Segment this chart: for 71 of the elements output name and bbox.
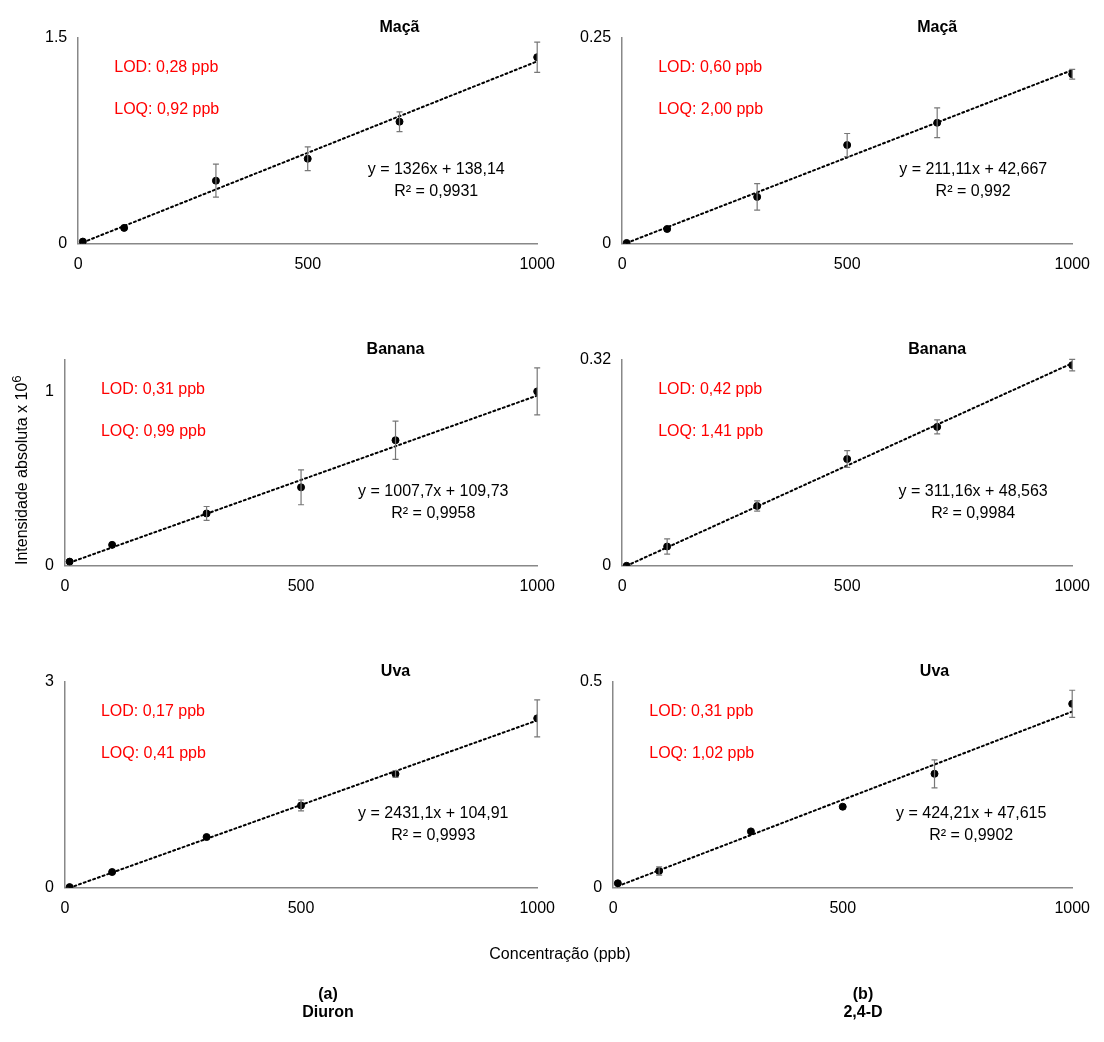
annotation: R² = 0,9902: [929, 825, 1014, 843]
point: [613, 879, 622, 888]
y-tick-label: 0.32: [580, 350, 612, 368]
y-tick-label: 3: [44, 672, 54, 690]
text: 2,4-D: [842, 1003, 884, 1021]
point: [108, 540, 117, 549]
point: [120, 223, 129, 232]
annotation: LOD: 0,17 ppb: [100, 702, 206, 720]
x-tick-label: 1000: [1054, 576, 1091, 594]
x-tick-label: 0: [617, 254, 627, 272]
y-tick-label: 0: [44, 878, 54, 896]
y-tick-label: 1.5: [44, 28, 68, 46]
annotation: LOD: 0,31 ppb: [649, 702, 754, 720]
annotation: LOD: 0,28 ppb: [114, 58, 219, 76]
y-tick-label: 0: [44, 556, 54, 574]
point: [78, 237, 87, 244]
x-tick-label: 1000: [519, 898, 556, 916]
x-tick-label: 0: [73, 254, 83, 272]
text: (a): [317, 985, 339, 1003]
annotation: R² = 0,9984: [931, 503, 1016, 521]
chart-title: Uva: [919, 662, 950, 680]
x-tick-label: 500: [294, 254, 322, 272]
x-tick-label: 500: [287, 576, 315, 594]
x-tick-label: 500: [287, 898, 315, 916]
point: [65, 557, 74, 566]
point: [838, 802, 847, 811]
chart-title: Banana: [366, 340, 425, 358]
chart-title: Uva: [380, 662, 411, 680]
annotation: R² = 0,9931: [394, 181, 479, 199]
x-tick-label: 1000: [519, 576, 556, 594]
text: (b): [851, 985, 875, 1003]
y-tick-label: 0.25: [580, 28, 612, 46]
annotation: LOD: 0,60 ppb: [658, 58, 763, 76]
annotation: LOQ: 0,92 ppb: [114, 100, 220, 118]
x-tick-label: 1000: [1054, 254, 1091, 272]
x-tick-label: 500: [833, 254, 861, 272]
annotation: y = 2431,1x + 104,91: [358, 803, 509, 821]
annotation: LOQ: 0,41 ppb: [100, 744, 206, 762]
annotation: LOD: 0,42 ppb: [658, 380, 763, 398]
chart-title: Maçã: [917, 18, 958, 36]
point: [202, 833, 211, 842]
point: [663, 224, 672, 233]
y-tick-label: 0.5: [579, 672, 603, 690]
annotation: y = 311,16x + 48,563: [898, 481, 1048, 499]
y-tick-label: 0: [602, 556, 612, 574]
x-tick-label: 500: [833, 576, 861, 594]
annotation: y = 1326x + 138,14: [367, 159, 505, 177]
x-axis-title: Concentração (ppb): [488, 945, 632, 963]
annotation: LOQ: 1,41 ppb: [658, 422, 764, 440]
y-tick-label: 0: [593, 878, 603, 896]
x-tick-label: 0: [617, 576, 627, 594]
annotation: LOQ: 0,99 ppb: [100, 422, 206, 440]
point: [746, 827, 755, 836]
annotation: LOD: 0,31 ppb: [100, 380, 206, 398]
y-tick-label: 0: [602, 234, 612, 252]
annotation: R² = 0,992: [935, 181, 1011, 199]
x-tick-label: 500: [829, 898, 857, 916]
annotation: R² = 0,9993: [391, 825, 476, 843]
annotation: R² = 0,9958: [391, 503, 476, 521]
text: Diuron: [301, 1003, 355, 1021]
annotation: LOQ: 2,00 ppb: [658, 100, 764, 118]
chart-title: Maçã: [379, 18, 420, 36]
y-tick-label: 1: [44, 381, 54, 399]
x-tick-label: 1000: [519, 254, 556, 272]
annotation: y = 424,21x + 47,615: [896, 803, 1047, 821]
annotation: LOQ: 1,02 ppb: [649, 744, 755, 762]
annotation: y = 211,11x + 42,667: [899, 159, 1048, 177]
x-tick-label: 1000: [1054, 898, 1091, 916]
annotation: y = 1007,7x + 109,73: [358, 481, 509, 499]
chart-title: Banana: [908, 340, 967, 358]
point: [108, 868, 117, 877]
